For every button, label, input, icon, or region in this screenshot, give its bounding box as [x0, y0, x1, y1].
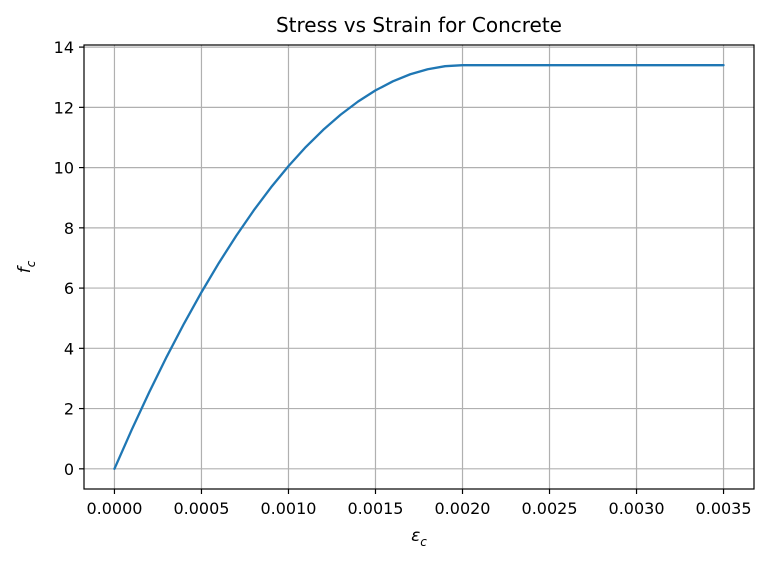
x-tick-label: 0.0035	[696, 499, 752, 518]
x-tick-label: 0.0020	[435, 499, 491, 518]
chart-title: Stress vs Strain for Concrete	[276, 13, 562, 37]
x-axis: 0.0000 0.0005 0.0010 0.0015 0.0020 0.0025 0.00…	[86, 489, 752, 518]
x-tick-label: 0.0005	[173, 499, 229, 518]
series-layer	[113, 64, 725, 470]
x-axis-label-subscript: c	[420, 535, 427, 549]
y-tick-label: 4	[64, 339, 74, 358]
grid	[84, 45, 754, 489]
y-axis: 0 2 4 6 8 10 12 14	[54, 38, 84, 479]
y-axis-label-subscript: c	[24, 260, 38, 267]
plot-frame	[83, 44, 755, 490]
x-tick-label: 0.0015	[348, 499, 404, 518]
y-tick-label: 8	[64, 219, 74, 238]
y-tick-label: 12	[54, 98, 74, 117]
x-tick-label: 0.0000	[86, 499, 142, 518]
x-tick-label: 0.0010	[260, 499, 316, 518]
x-axis-label: εc	[411, 526, 427, 549]
y-tick-label: 14	[54, 38, 74, 57]
x-tick-label: 0.0025	[522, 499, 578, 518]
y-axis-label-main: f	[15, 264, 35, 273]
y-axis-label: fc	[15, 260, 38, 273]
x-axis-label-main: ε	[411, 526, 420, 546]
series-line	[113, 64, 725, 470]
y-tick-label: 6	[64, 279, 74, 298]
y-tick-label: 10	[54, 159, 74, 178]
x-tick-label: 0.0030	[609, 499, 665, 518]
y-tick-label: 0	[64, 460, 74, 479]
y-tick-label: 2	[64, 400, 74, 419]
